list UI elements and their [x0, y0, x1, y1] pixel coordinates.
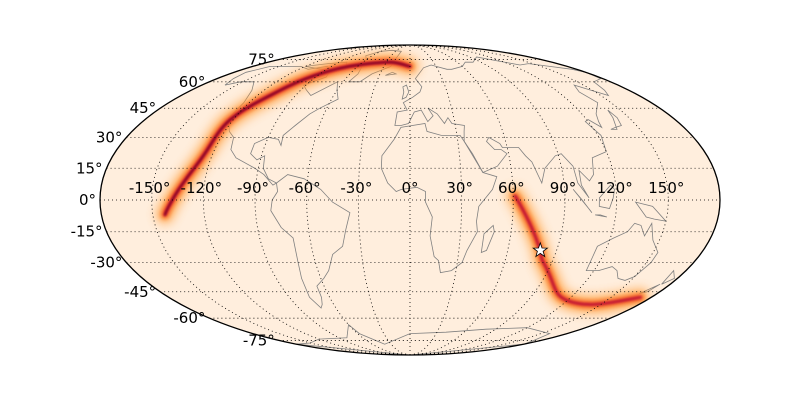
coastline	[607, 109, 622, 130]
lat-label: -30°	[90, 254, 122, 272]
lon-label: -150°	[129, 179, 171, 197]
lat-label: -60°	[173, 309, 205, 327]
coastline	[572, 189, 593, 213]
coastline	[296, 323, 551, 355]
lon-label: 120°	[597, 179, 633, 197]
lon-label: -60°	[289, 179, 321, 197]
lat-label: 30°	[96, 128, 123, 146]
coastline	[380, 123, 498, 274]
lat-label: -45°	[124, 283, 156, 301]
map-boundary	[99, 44, 721, 356]
coastline	[401, 84, 410, 100]
lat-label: 0°	[79, 191, 96, 209]
lon-label: -90°	[237, 179, 269, 197]
coastline	[480, 224, 495, 254]
lon-label: 0°	[401, 179, 418, 197]
meridian-line	[409, 45, 669, 355]
lon-label: 150°	[648, 179, 684, 197]
meridian-line	[306, 45, 411, 355]
probability-band	[513, 194, 642, 306]
probability-bands	[155, 53, 650, 314]
meridian-line	[202, 45, 411, 355]
coastline	[385, 71, 398, 76]
lat-label: 15°	[76, 159, 103, 177]
coastline	[634, 201, 667, 222]
star-icon	[532, 241, 549, 258]
coastlines	[224, 49, 675, 355]
longitude-labels: -150° -120° -90° -60° -30° 0° 30° 60° 90° 120° 150…	[129, 179, 685, 197]
meridian-line	[409, 45, 463, 355]
lat-label: -15°	[71, 223, 103, 241]
meridian-line	[357, 45, 411, 355]
graticule	[100, 45, 720, 355]
lat-label: -75°	[243, 331, 275, 349]
map-background	[100, 45, 720, 355]
lon-label: 90°	[550, 179, 577, 197]
coastline	[394, 56, 610, 199]
lon-label: -30°	[340, 179, 372, 197]
meridian-line	[151, 45, 411, 355]
lon-label: 30°	[446, 179, 473, 197]
coastline	[270, 174, 351, 309]
meridian-line	[409, 45, 514, 355]
star-marker	[532, 241, 549, 258]
meridian-line	[409, 45, 618, 355]
coastline	[598, 184, 615, 209]
lat-label: 45°	[130, 99, 157, 117]
lat-label: 75°	[248, 51, 275, 69]
coastline	[595, 214, 608, 218]
lon-label: -120°	[181, 179, 223, 197]
latitude-labels: 75° 60° 45° 30° 15° 0° -15° -30°-45° -60° -75°	[71, 51, 275, 350]
probability-band	[164, 61, 411, 216]
coastline	[661, 269, 675, 285]
lon-label: 60°	[498, 179, 525, 197]
lat-label: 60°	[179, 73, 206, 91]
